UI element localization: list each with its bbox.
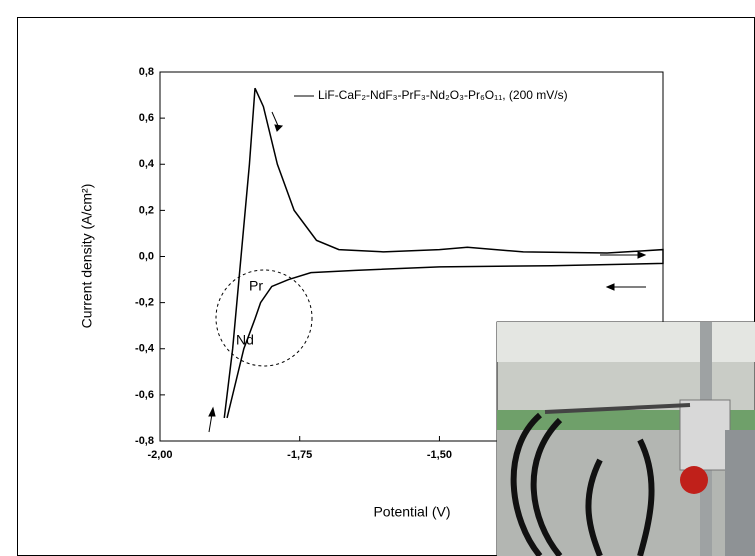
y-tick-label: -0,6 — [135, 389, 154, 401]
y-axis-label: Current density (A/cm²) — [79, 184, 95, 329]
arrows — [208, 111, 647, 433]
y-tick-label: 0,4 — [139, 158, 155, 170]
y-tick-label: 0,0 — [139, 250, 154, 262]
y-tick-label: 0,2 — [139, 204, 154, 216]
y-tick-label: -0,2 — [135, 297, 154, 309]
y-tick-label: 0,8 — [139, 66, 154, 78]
x-axis-label: Potential (V) — [373, 504, 450, 520]
y-tick-label: 0,6 — [139, 112, 154, 124]
y-tick-label: -0,4 — [135, 343, 155, 355]
x-tick-label: -2,00 — [147, 449, 172, 461]
legend-label: LiF-CaF₂-NdF₃-PrF₃-Nd₂O₃-Pr₆O₁₁, (200 mV… — [318, 88, 568, 102]
dashed-circle — [215, 269, 313, 367]
x-tick-label: -1,75 — [287, 449, 312, 461]
series-line — [223, 87, 664, 419]
marks: -0,8 -0,6 -0,4 -0,2 0,0 0,2 0,4 0,6 0,8 -2,00 -1,7… — [135, 66, 664, 461]
annotation: Pr — [249, 278, 263, 294]
annotation: Nd — [236, 332, 254, 348]
y-tick-label: -0,8 — [135, 435, 154, 447]
inset-photo — [496, 321, 755, 556]
x-tick-label: -1,50 — [427, 449, 452, 461]
